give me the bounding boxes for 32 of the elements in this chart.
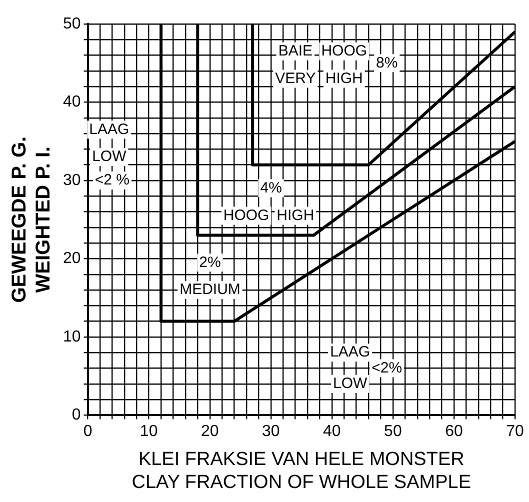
y-axis-title: GEWEEGDE P. G. WEIGHTED P. I. xyxy=(8,136,55,303)
annotation: 8% xyxy=(376,54,398,72)
annotation: HOOG xyxy=(321,42,368,60)
annotation: BAIE xyxy=(278,42,313,60)
y-tick-label: 30 xyxy=(63,172,81,189)
x-tick-label: 0 xyxy=(83,423,92,440)
annotation: <2 % xyxy=(94,172,130,189)
x-tick-label: 10 xyxy=(140,423,158,440)
x-tick-label: 50 xyxy=(384,423,402,440)
y-tick-label: 50 xyxy=(63,15,81,32)
annotation: <2% xyxy=(372,359,402,376)
annotation: 2% xyxy=(199,254,221,271)
annotation: LOW xyxy=(333,375,368,392)
annotation: LAAG xyxy=(330,344,370,361)
x-tick-label: 60 xyxy=(445,423,463,440)
x-tick-label: 70 xyxy=(506,423,524,440)
annotation: HOOG xyxy=(223,206,270,224)
y-tick-label: 10 xyxy=(63,328,81,346)
y-tick-label: 0 xyxy=(72,406,81,424)
y-tick-label: 20 xyxy=(63,250,81,268)
y-tick-label: 40 xyxy=(63,94,81,111)
annotation: HIGH xyxy=(276,206,314,224)
annotation: MEDIUM xyxy=(180,281,240,298)
x-axis-title: KLEI FRAKSIE VAN HELE MONSTER CLAY FRACTION OF WHOLE SAMPLE xyxy=(132,449,472,493)
annotation: LOW xyxy=(92,148,128,166)
x-tick-label: 20 xyxy=(200,423,219,440)
annotation: HIGH xyxy=(325,70,363,87)
x-tick-label: 40 xyxy=(323,423,341,440)
annotation: 4% xyxy=(260,179,282,196)
x-tick-label: 30 xyxy=(262,423,280,440)
annotation: VERY xyxy=(275,70,316,87)
annotation: LAAG xyxy=(89,120,130,138)
